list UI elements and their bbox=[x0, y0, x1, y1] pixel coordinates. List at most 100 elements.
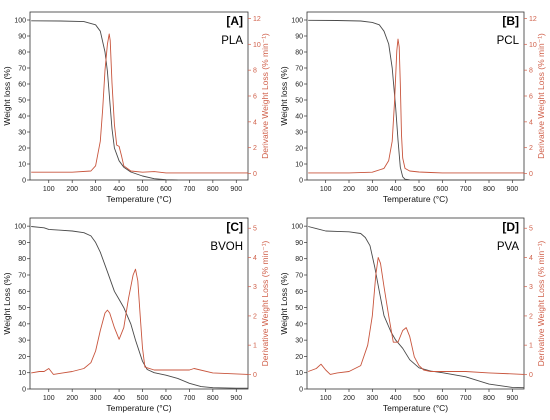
x-tick-label: 700 bbox=[184, 395, 196, 402]
x-tick-label: 400 bbox=[390, 395, 402, 402]
y-tick-label: 0 bbox=[22, 178, 26, 185]
derivative-weight-loss-line bbox=[31, 268, 249, 375]
x-tick-label: 800 bbox=[483, 186, 495, 193]
y-tick-label: 20 bbox=[18, 146, 26, 153]
x-tick-label: 300 bbox=[90, 186, 102, 193]
y-tick-label: 70 bbox=[18, 66, 26, 73]
y-tick-label: 90 bbox=[295, 34, 303, 41]
x-tick-label: 700 bbox=[184, 186, 196, 193]
x-tick-label: 700 bbox=[460, 395, 472, 402]
x-tick-label: 100 bbox=[320, 186, 332, 193]
y2-tick-label: 3 bbox=[529, 284, 533, 291]
x-tick-label: 700 bbox=[460, 186, 472, 193]
y-tick-label: 30 bbox=[18, 130, 26, 137]
y2-axis-label: Derivative Weight Loss (% min⁻¹) bbox=[536, 240, 546, 366]
y-tick-label: 20 bbox=[18, 354, 26, 361]
panel-3: 100 200 300 400 500 600 700 800 9000102030405060… bbox=[2, 217, 270, 413]
y2-tick-label: 12 bbox=[253, 16, 261, 23]
panel-label: [D] bbox=[502, 220, 519, 234]
x-tick-label: 800 bbox=[207, 395, 219, 402]
panel-label: [C] bbox=[226, 220, 243, 234]
material-label: PCL bbox=[497, 35, 520, 47]
y-tick-label: 50 bbox=[18, 98, 26, 105]
y-axis-label: Weight loss (%) bbox=[279, 66, 289, 126]
material-label: BVOH bbox=[210, 241, 243, 253]
y2-tick-label: 3 bbox=[253, 284, 257, 291]
x-tick-label: 900 bbox=[230, 186, 242, 193]
y-tick-label: 80 bbox=[295, 50, 303, 57]
derivative-weight-loss-line bbox=[308, 38, 524, 174]
y-tick-label: 40 bbox=[18, 114, 26, 121]
y-tick-label: 60 bbox=[295, 82, 303, 89]
y-tick-label: 20 bbox=[295, 354, 303, 361]
panel-1: 100 200 300 400 500 600 700 800 9000102030405060… bbox=[2, 11, 270, 204]
y-tick-label: 80 bbox=[18, 256, 26, 263]
y2-tick-label: 2 bbox=[529, 313, 533, 320]
x-tick-label: 500 bbox=[137, 395, 149, 402]
y-tick-label: 100 bbox=[14, 224, 26, 231]
x-tick-label: 900 bbox=[506, 186, 518, 193]
y2-tick-label: 4 bbox=[253, 119, 257, 126]
y-tick-label: 40 bbox=[295, 321, 303, 328]
y-tick-label: 50 bbox=[295, 98, 303, 105]
y-tick-label: 0 bbox=[299, 178, 303, 185]
y2-tick-label: 6 bbox=[253, 94, 257, 101]
y2-tick-label: 2 bbox=[529, 145, 533, 152]
x-tick-label: 300 bbox=[366, 395, 378, 402]
y2-tick-label: 4 bbox=[529, 255, 533, 262]
y-axis-label: Weight Loss (%) bbox=[2, 272, 12, 334]
y-tick-label: 10 bbox=[18, 370, 26, 377]
y-tick-label: 70 bbox=[18, 273, 26, 280]
plot-frame bbox=[306, 11, 525, 181]
y2-axis-label: Derivative Weight Loss (% min⁻¹) bbox=[260, 33, 270, 159]
y2-tick-label: 5 bbox=[253, 226, 257, 233]
y-tick-label: 40 bbox=[295, 114, 303, 121]
x-tick-label: 200 bbox=[66, 395, 78, 402]
x-tick-label: 500 bbox=[413, 395, 425, 402]
y2-axis-label: Derivative Weight Loss (% min⁻¹) bbox=[536, 33, 546, 159]
y-tick-label: 10 bbox=[18, 162, 26, 169]
y2-tick-label: 8 bbox=[253, 68, 257, 75]
x-tick-label: 800 bbox=[207, 186, 219, 193]
y2-tick-label: 2 bbox=[253, 145, 257, 152]
y2-axis-label: Derivative Weight Loss (% min⁻¹) bbox=[260, 240, 270, 366]
y2-tick-label: 1 bbox=[529, 343, 533, 350]
y2-tick-label: 4 bbox=[529, 119, 533, 126]
y-tick-label: 100 bbox=[291, 224, 303, 231]
plot-frame bbox=[29, 217, 249, 390]
y-tick-label: 30 bbox=[18, 338, 26, 345]
y-tick-label: 40 bbox=[18, 321, 26, 328]
x-tick-label: 400 bbox=[113, 395, 125, 402]
x-tick-label: 100 bbox=[320, 395, 332, 402]
x-axis-label: Temperature (°C) bbox=[106, 194, 171, 204]
y2-tick-label: 0 bbox=[253, 171, 257, 178]
y2-tick-label: 10 bbox=[253, 42, 261, 49]
y-tick-label: 90 bbox=[18, 240, 26, 247]
plot-frame bbox=[306, 217, 525, 390]
x-tick-label: 900 bbox=[230, 395, 242, 402]
x-tick-label: 600 bbox=[160, 186, 172, 193]
x-tick-label: 100 bbox=[43, 395, 55, 402]
y-tick-label: 10 bbox=[295, 370, 303, 377]
x-axis-label: Temperature (°C) bbox=[106, 403, 171, 413]
x-tick-label: 300 bbox=[90, 395, 102, 402]
y2-tick-label: 10 bbox=[529, 42, 537, 49]
y-tick-label: 80 bbox=[18, 50, 26, 57]
y-tick-label: 60 bbox=[295, 289, 303, 296]
y-tick-label: 80 bbox=[295, 256, 303, 263]
panel-label: [B] bbox=[502, 14, 519, 28]
y-tick-label: 90 bbox=[18, 34, 26, 41]
y2-tick-label: 0 bbox=[253, 372, 257, 379]
x-tick-label: 600 bbox=[160, 395, 172, 402]
y-axis-label: Weight Loss (%) bbox=[279, 272, 289, 334]
y2-tick-label: 0 bbox=[529, 171, 533, 178]
panel-2: 100 200 300 400 500 600 700 800 9000102030405060… bbox=[279, 11, 546, 204]
y2-tick-label: 0 bbox=[529, 372, 533, 379]
y-tick-label: 60 bbox=[18, 289, 26, 296]
y-tick-label: 60 bbox=[18, 82, 26, 89]
y-tick-label: 70 bbox=[295, 273, 303, 280]
panel-4: 100 200 300 400 500 600 700 800 9000102030405060… bbox=[279, 217, 546, 413]
y2-tick-label: 1 bbox=[253, 343, 257, 350]
y-tick-label: 100 bbox=[291, 18, 303, 25]
panel-label: [A] bbox=[226, 14, 243, 28]
